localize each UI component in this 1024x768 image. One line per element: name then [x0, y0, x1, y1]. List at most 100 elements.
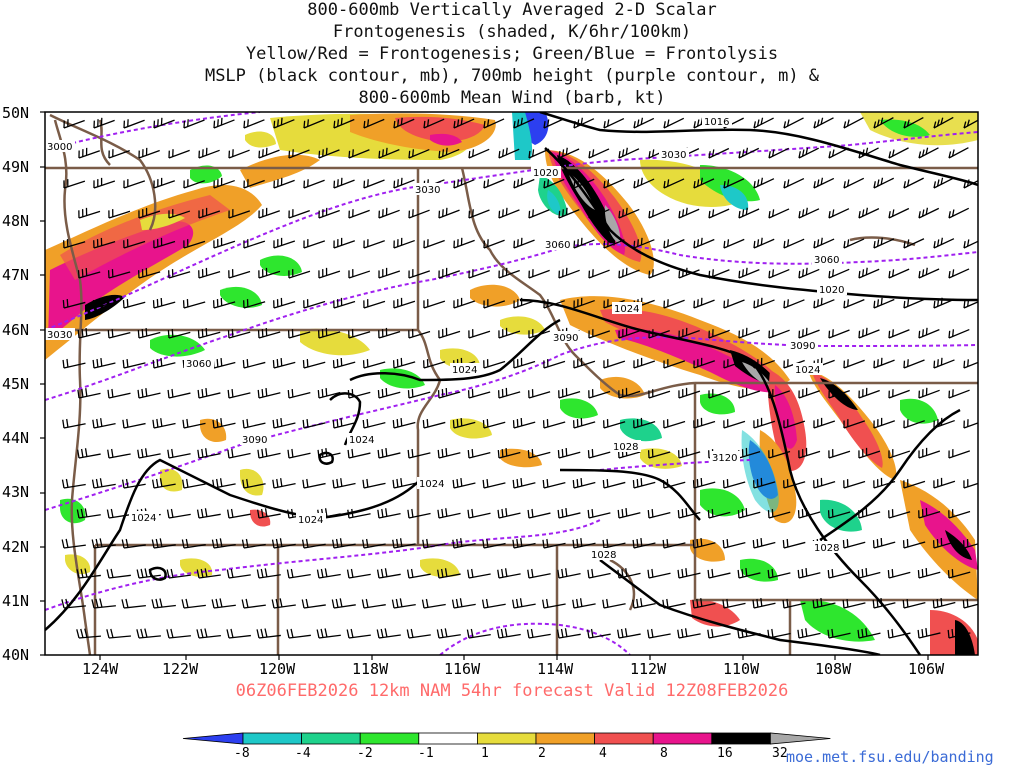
wind-barb: [513, 357, 536, 369]
wind-barb: [93, 117, 115, 129]
wind-barb: [62, 358, 86, 369]
wind-barb: [603, 239, 625, 249]
wind-barb: [286, 628, 311, 639]
wind-barb: [767, 509, 791, 519]
height-label: 3120: [710, 451, 740, 464]
svg-text:1028: 1028: [613, 442, 638, 453]
wind-barb: [556, 628, 581, 639]
wind-barb: [843, 479, 866, 489]
wind-barb: [468, 329, 491, 339]
wind-barb: [211, 538, 236, 549]
wind-barb: [588, 329, 611, 339]
wind-barb: [287, 448, 311, 459]
wind-barb: [213, 177, 235, 189]
wind-barb: [123, 179, 146, 189]
wind-barb: [888, 389, 910, 399]
wind-barb: [363, 299, 386, 309]
colorbar-label: -1: [418, 746, 434, 761]
wind-barb: [692, 598, 716, 609]
wind-barb: [677, 507, 701, 519]
wind-barb: [183, 239, 206, 249]
mslp-label: 1024: [450, 363, 480, 376]
wind-barb: [348, 269, 371, 279]
wind-barb: [828, 329, 850, 339]
colorbar-segment: [301, 732, 361, 745]
wind-barb: [377, 387, 401, 399]
wind-barb: [513, 297, 535, 309]
wind-barb: [588, 148, 610, 159]
wind-barb: [258, 207, 280, 219]
wind-barb: [873, 177, 895, 189]
wind-barb: [392, 478, 416, 489]
wind-barb: [693, 357, 715, 369]
wind-barb: [258, 267, 281, 279]
wind-barb: [212, 297, 236, 309]
wind-barb: [513, 177, 535, 189]
wind-barb: [888, 268, 910, 279]
height-label: 3060: [543, 238, 573, 251]
wind-barb: [842, 539, 866, 549]
height-label: 3000: [45, 140, 75, 153]
svg-text:1024: 1024: [419, 479, 444, 490]
state-borders: [45, 166, 978, 655]
wind-barb: [558, 267, 580, 279]
wind-barb: [827, 568, 851, 579]
wind-barb: [137, 267, 161, 279]
wind-barb: [587, 568, 611, 579]
wind-barb: [857, 507, 881, 519]
wind-barb: [843, 177, 865, 189]
wind-barb: [168, 149, 190, 159]
wind-barb: [738, 267, 760, 279]
wind-barb: [483, 299, 506, 309]
wind-barb: [153, 237, 176, 249]
wind-barb: [196, 628, 221, 639]
wind-barb: [633, 357, 656, 369]
wind-barb: [872, 537, 896, 549]
wind-barb: [573, 117, 595, 129]
wind-barb: [378, 147, 400, 159]
wind-barb: [78, 207, 101, 219]
wind-barb: [346, 568, 371, 579]
wind-barb: [197, 388, 221, 399]
lon-label: 112W: [630, 660, 667, 678]
colorbar-segment: [770, 732, 831, 745]
height-label: 3060: [812, 253, 842, 266]
wind-barb: [198, 207, 221, 219]
wind-barb: [768, 268, 790, 279]
wind-barb: [347, 508, 371, 519]
source-credit-link[interactable]: moe.met.fsu.edu/banding: [786, 748, 994, 766]
wind-barb: [121, 478, 146, 489]
wind-barb: [331, 538, 356, 549]
lon-label: 122W: [162, 660, 199, 678]
wind-barb: [108, 209, 131, 219]
wind-barb: [618, 387, 641, 399]
wind-barb: [603, 178, 625, 189]
wind-barb: [783, 419, 806, 429]
wind-barb: [151, 538, 176, 549]
wind-barb: [421, 598, 446, 609]
wind-barb: [62, 418, 86, 429]
wind-barb: [423, 118, 445, 129]
svg-text:1020: 1020: [533, 168, 558, 179]
wind-barb: [858, 387, 880, 399]
wind-barb: [136, 568, 161, 579]
wind-barb: [122, 418, 146, 429]
title-line-2: Frontogenesis (shaded, K/6hr/100km): [332, 22, 692, 42]
wind-barb: [722, 479, 746, 489]
wind-barb: [271, 598, 296, 609]
wind-barb: [272, 357, 296, 369]
wind-barb: [903, 298, 925, 309]
wind-barb: [197, 448, 221, 459]
mslp-label: 1028: [611, 440, 641, 453]
colorbar-label: -4: [295, 746, 311, 761]
wind-barb: [903, 177, 924, 189]
wind-barb: [438, 327, 461, 339]
wind-barb: [617, 568, 641, 579]
wind-barb: [708, 389, 731, 399]
wind-barb: [827, 628, 851, 639]
wind-barb: [333, 117, 355, 129]
wind-barb: [858, 147, 879, 159]
svg-text:3060: 3060: [186, 359, 211, 370]
height-label: 3030: [413, 183, 443, 196]
contour-labels: 1016 1020 1020 1024 1024 1024 1024 1024 …: [45, 115, 847, 561]
